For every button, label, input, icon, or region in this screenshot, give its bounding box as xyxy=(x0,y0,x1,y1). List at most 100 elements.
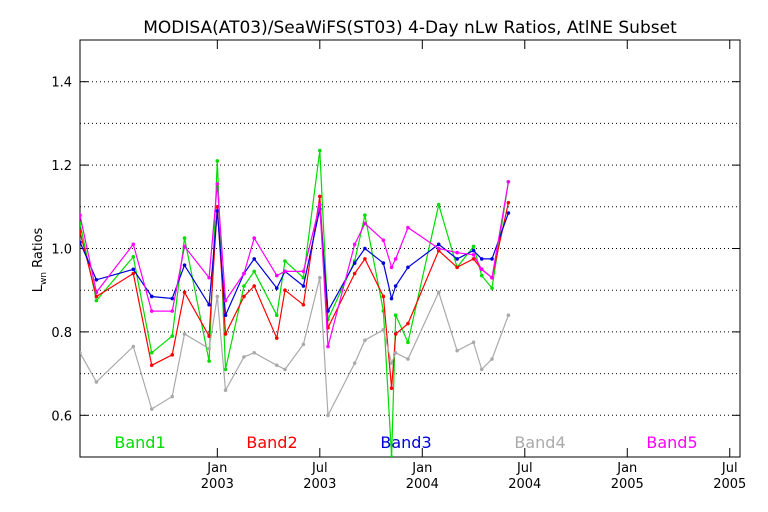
data-point-band1 xyxy=(471,244,476,249)
data-point-band4 xyxy=(80,350,82,355)
x-tick-month-label: Jan xyxy=(206,461,227,476)
data-point-band4 xyxy=(283,367,287,372)
series-line-band5 xyxy=(80,181,509,347)
data-point-band5 xyxy=(94,290,99,295)
data-point-band2 xyxy=(131,271,136,276)
data-point-band2 xyxy=(406,321,410,326)
data-point-band5 xyxy=(389,265,394,270)
data-point-band4 xyxy=(170,394,175,399)
data-point-band2 xyxy=(223,332,228,336)
data-point-band5 xyxy=(506,179,511,184)
y-tick-label: 1.2 xyxy=(51,159,72,174)
data-point-band2 xyxy=(393,332,398,336)
y-axis-label-main: L xyxy=(31,284,46,292)
data-point-band1 xyxy=(479,273,484,278)
x-tick-year-label: 2005 xyxy=(713,477,746,492)
data-point-band5 xyxy=(149,309,154,313)
data-point-band5 xyxy=(455,250,459,255)
data-point-band4 xyxy=(406,357,410,361)
data-point-band4 xyxy=(352,361,357,365)
data-point-band3 xyxy=(363,246,367,251)
data-point-band1 xyxy=(131,255,136,259)
data-point-band2 xyxy=(274,336,279,340)
series-band3 xyxy=(80,207,511,318)
data-point-band2 xyxy=(207,334,211,338)
data-point-band4 xyxy=(274,363,279,368)
data-point-band2 xyxy=(471,257,476,261)
data-point-band4 xyxy=(131,344,136,349)
x-tick-year-label: 2004 xyxy=(508,477,541,492)
data-point-band2 xyxy=(170,353,175,357)
data-point-band3 xyxy=(490,257,494,261)
data-point-band2 xyxy=(301,302,306,307)
data-point-band5 xyxy=(252,236,257,240)
x-tick-month-label: Jan xyxy=(616,461,637,476)
data-point-band3 xyxy=(80,240,82,245)
data-point-band4 xyxy=(455,348,459,353)
data-point-band5 xyxy=(223,298,228,303)
series-line-band4 xyxy=(80,277,509,418)
plot-frame xyxy=(79,39,741,458)
data-point-band5 xyxy=(326,344,330,349)
data-point-band4 xyxy=(436,290,441,295)
data-point-band2 xyxy=(318,194,322,199)
data-point-band1 xyxy=(490,286,494,290)
data-point-band4 xyxy=(182,332,187,336)
chart-title: MODISA(AT03)/SeaWiFS(ST03) 4-Day nLw Rat… xyxy=(143,18,677,38)
data-point-band2 xyxy=(242,294,246,299)
data-point-band5 xyxy=(283,269,287,274)
data-point-band3 xyxy=(131,267,136,272)
data-point-band1 xyxy=(318,148,322,153)
data-point-band1 xyxy=(182,236,187,240)
data-point-band1 xyxy=(283,259,287,263)
data-point-band1 xyxy=(223,367,228,372)
data-point-band3 xyxy=(223,313,228,318)
data-point-band3 xyxy=(326,309,330,313)
data-point-band3 xyxy=(393,284,398,288)
data-point-band1 xyxy=(252,269,257,274)
x-axis-ticks: Jan2003Jul2003Jan2004Jul2004Jan2005Jul20… xyxy=(201,40,746,492)
data-point-band5 xyxy=(381,238,386,242)
data-point-band1 xyxy=(406,340,410,345)
data-point-band4 xyxy=(149,407,154,411)
data-point-band3 xyxy=(352,261,357,265)
data-point-band3 xyxy=(252,257,257,261)
series-line-band1 xyxy=(80,150,509,457)
data-point-band5 xyxy=(170,309,175,313)
data-point-band2 xyxy=(283,288,287,293)
data-point-band3 xyxy=(207,302,211,307)
data-point-band5 xyxy=(215,182,220,186)
y-tick-label: 0.8 xyxy=(51,326,72,341)
data-point-band5 xyxy=(301,269,306,274)
data-point-band4 xyxy=(381,328,386,332)
data-point-band5 xyxy=(436,246,441,251)
y-tick-label: 1.4 xyxy=(51,76,72,91)
data-point-band4 xyxy=(389,361,394,365)
data-point-band5 xyxy=(242,271,246,276)
data-point-band4 xyxy=(506,313,511,318)
data-point-band2 xyxy=(455,265,459,270)
data-point-band5 xyxy=(393,257,398,261)
data-point-band4 xyxy=(94,380,99,384)
data-point-band3 xyxy=(215,209,220,213)
data-point-band4 xyxy=(326,413,330,418)
data-point-band5 xyxy=(471,252,476,257)
series-band5 xyxy=(80,179,511,349)
data-point-band1 xyxy=(393,313,398,318)
data-point-band1 xyxy=(242,284,246,288)
data-point-band2 xyxy=(506,200,511,205)
data-point-band1 xyxy=(389,455,394,457)
data-point-band4 xyxy=(215,294,220,299)
data-point-band1 xyxy=(274,313,279,318)
data-point-band4 xyxy=(242,355,246,359)
x-tick-year-label: 2003 xyxy=(201,477,234,492)
data-point-band1 xyxy=(170,334,175,338)
series-lines xyxy=(80,148,511,457)
data-point-band5 xyxy=(352,242,357,247)
data-point-band5 xyxy=(406,225,410,230)
data-point-band2 xyxy=(80,230,82,234)
data-point-band3 xyxy=(170,296,175,301)
legend-item-band4: Band4 xyxy=(514,433,565,452)
x-tick-month-label: Jan xyxy=(411,461,432,476)
